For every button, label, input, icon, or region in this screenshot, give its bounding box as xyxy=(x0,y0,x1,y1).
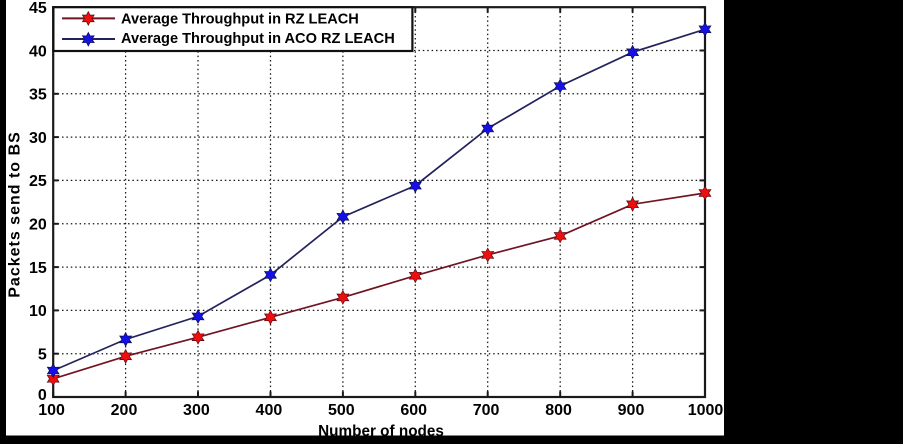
svg-text:0: 0 xyxy=(38,387,47,404)
svg-text:700: 700 xyxy=(473,402,500,419)
svg-text:800: 800 xyxy=(545,402,572,419)
svg-text:500: 500 xyxy=(328,402,355,419)
svg-text:45: 45 xyxy=(29,0,47,17)
svg-text:5: 5 xyxy=(38,347,47,364)
svg-text:35: 35 xyxy=(29,87,47,104)
svg-text:20: 20 xyxy=(29,217,47,234)
svg-text:1000: 1000 xyxy=(688,402,724,419)
svg-text:300: 300 xyxy=(183,402,210,419)
svg-text:Number of nodes: Number of nodes xyxy=(318,423,444,440)
svg-text:100: 100 xyxy=(38,402,65,419)
svg-text:15: 15 xyxy=(29,260,47,277)
svg-text:Average Throughput in ACO RZ L: Average Throughput in ACO RZ LEACH xyxy=(121,31,395,47)
svg-text:900: 900 xyxy=(618,402,645,419)
svg-text:400: 400 xyxy=(256,402,283,419)
svg-text:600: 600 xyxy=(400,402,427,419)
svg-text:Packets send to BS: Packets send to BS xyxy=(7,131,24,298)
svg-text:10: 10 xyxy=(29,303,47,320)
svg-text:40: 40 xyxy=(29,43,47,60)
svg-text:25: 25 xyxy=(29,173,47,190)
svg-text:Average Throughput in RZ LEACH: Average Throughput in RZ LEACH xyxy=(121,11,359,27)
svg-text:200: 200 xyxy=(111,402,138,419)
svg-text:30: 30 xyxy=(29,130,47,147)
